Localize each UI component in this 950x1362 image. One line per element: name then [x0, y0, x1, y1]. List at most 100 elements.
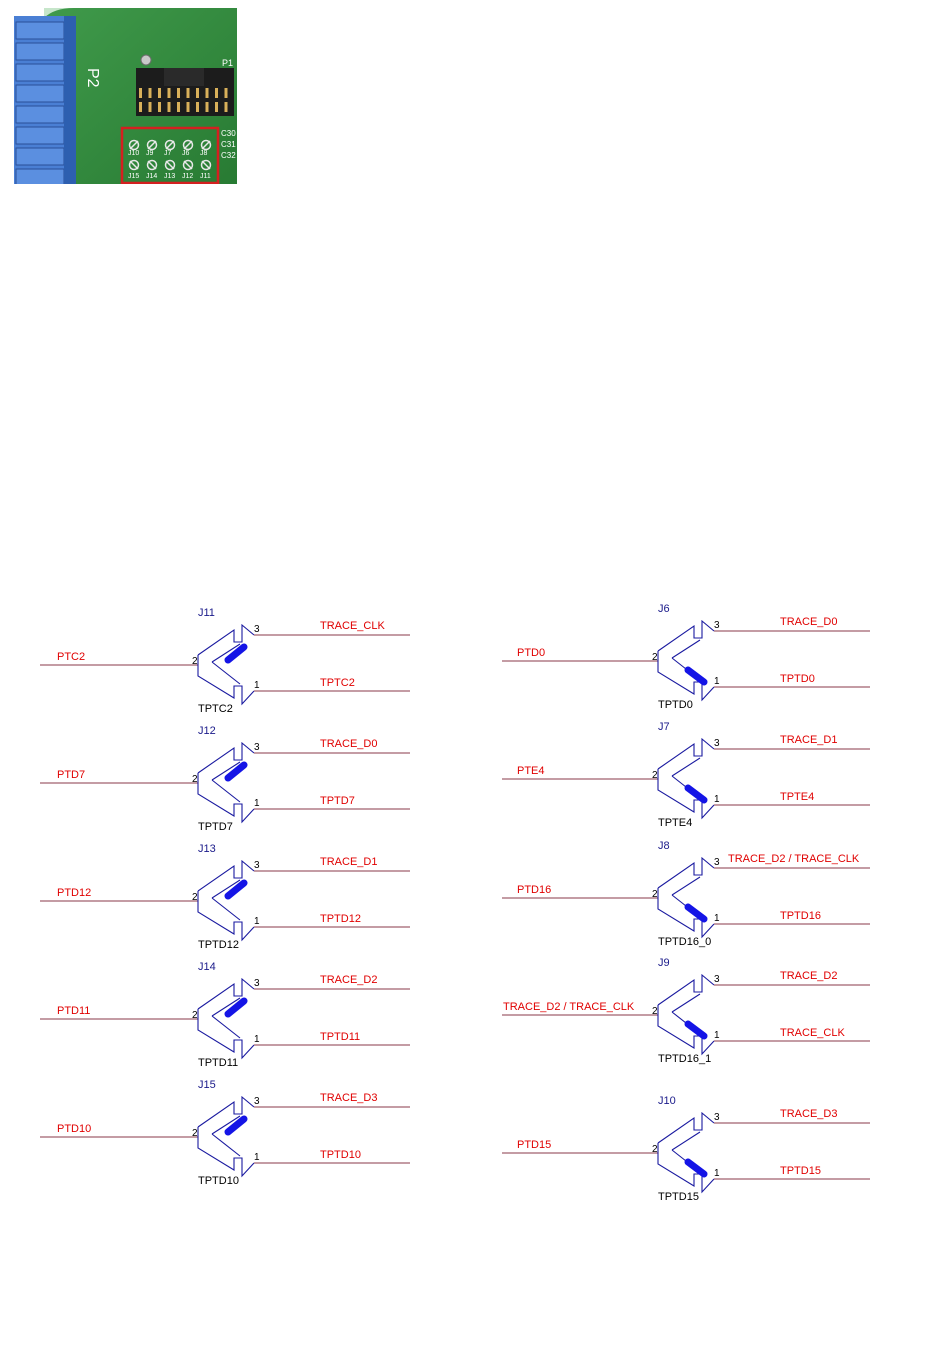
part-value: TPTD10 [198, 1175, 239, 1187]
pin-number: 1 [254, 916, 260, 927]
pin-number: 2 [652, 652, 658, 663]
net-label: PTD0 [517, 647, 545, 659]
shunt [224, 1115, 248, 1136]
cap-label: C32 [221, 151, 236, 160]
pin-number: 2 [192, 892, 198, 903]
jumper-symbol [657, 856, 715, 939]
pin-number: 2 [652, 770, 658, 781]
jumper-header [128, 159, 140, 171]
net-label: TRACE_D2 / TRACE_CLK [728, 853, 860, 865]
jumper-symbol [197, 623, 255, 706]
jumper-label: J7 [164, 150, 172, 157]
part-value: TPTE4 [658, 817, 692, 829]
net-label: PTC2 [57, 651, 85, 663]
jumper-label: J15 [128, 173, 139, 180]
net-label: TRACE_D1 [320, 856, 377, 868]
pin-number: 1 [714, 913, 720, 924]
pin-number: 1 [714, 676, 720, 687]
jumper-label: J11 [200, 173, 211, 180]
net-label: TPTE4 [780, 791, 814, 803]
jumper-j15: 2 3 1 J15 TPTD10 PTD10 TRACE_D3 TPTD10 [40, 1079, 410, 1187]
net-label: PTD11 [57, 1005, 90, 1017]
jumper-symbol [197, 859, 255, 942]
pin-number: 2 [652, 889, 658, 900]
jumper-j10: 2 3 1 J10 TPTD15 PTD15 TRACE_D3 TPTD15 [502, 1095, 870, 1203]
net-label: TRACE_D3 [320, 1092, 377, 1104]
net-label: PTD7 [57, 769, 85, 781]
header-p1 [136, 68, 234, 116]
pin-number: 1 [254, 680, 260, 691]
pin-number: 3 [254, 742, 260, 753]
pin-number: 2 [192, 774, 198, 785]
part-value: TPTC2 [198, 703, 233, 715]
pin-number: 3 [714, 974, 720, 985]
header-p1-label: P1 [222, 58, 233, 68]
jumper-header [200, 159, 212, 171]
jumper-header [182, 139, 194, 151]
part-value: TPTD16_0 [658, 936, 711, 948]
jumper-symbol [657, 973, 715, 1056]
pin-number: 2 [192, 1010, 198, 1021]
shunt [224, 643, 248, 664]
net-label: TRACE_CLK [320, 620, 385, 632]
shunt [684, 784, 708, 804]
jumper-header [200, 139, 212, 151]
cap-label: C30 [221, 129, 236, 138]
schematic-drawing: 2 3 1 J11 TPTC2 PTC2 TRACE_CLK TPTC2 2 3 1 J12 TPTD7… [40, 603, 870, 1203]
pin-number: 2 [652, 1144, 658, 1155]
jumper-label: J12 [182, 173, 193, 180]
jumper-label: J8 [200, 150, 208, 157]
net-label: PTD16 [517, 884, 551, 896]
jumper-header [164, 139, 176, 151]
ref-designator: J13 [198, 843, 216, 855]
pin-number: 2 [652, 1006, 658, 1017]
pin-number: 3 [254, 624, 260, 635]
net-label: TPTD15 [780, 1165, 821, 1177]
jumper-header [164, 159, 176, 171]
jumper-j11: 2 3 1 J11 TPTC2 PTC2 TRACE_CLK TPTC2 [40, 607, 410, 715]
part-value: TPTD15 [658, 1191, 699, 1203]
pin-number: 3 [714, 738, 720, 749]
pin-number: 2 [192, 656, 198, 667]
jumper-j8: 2 3 1 J8 TPTD16_0 PTD16 TRACE_D2 / TRACE_CLK TP… [502, 840, 870, 948]
jumper-symbol [197, 977, 255, 1060]
jumper-header [182, 159, 194, 171]
pin-number: 1 [254, 1152, 260, 1163]
pin-number: 1 [714, 1030, 720, 1041]
ref-designator: J12 [198, 725, 216, 737]
jumper-j12: 2 3 1 J12 TPTD7 PTD7 TRACE_D0 TPTD7 [40, 725, 410, 833]
shunt [684, 1020, 708, 1040]
net-label: TPTD12 [320, 913, 361, 925]
net-label: TPTC2 [320, 677, 355, 689]
jumper-symbol [197, 741, 255, 824]
ref-designator: J11 [198, 607, 215, 619]
jumper-symbol [657, 737, 715, 820]
highlight-box [120, 126, 220, 184]
pin-number: 3 [714, 620, 720, 631]
ref-designator: J9 [658, 957, 670, 969]
ref-designator: J15 [198, 1079, 216, 1091]
jumper-j7: 2 3 1 J7 TPTE4 PTE4 TRACE_D1 TPTE4 [502, 721, 870, 829]
jumper-header [128, 139, 140, 151]
net-label: PTD15 [517, 1139, 551, 1151]
pin-number: 3 [254, 978, 260, 989]
shunt [224, 879, 248, 900]
pin-number: 3 [254, 1096, 260, 1107]
jumper-header [146, 159, 158, 171]
shunt [684, 903, 708, 923]
part-value: TPTD11 [198, 1057, 238, 1069]
jumper-j14: 2 3 1 J14 TPTD11 PTD11 TRACE_D2 TPTD11 [40, 961, 410, 1069]
jumper-label: J14 [146, 173, 157, 180]
net-label: TRACE_D0 [320, 738, 377, 750]
net-label: TRACE_D2 [320, 974, 377, 986]
jumper-j13: 2 3 1 J13 TPTD12 PTD12 TRACE_D1 TPTD12 [40, 843, 410, 951]
net-label: TRACE_D2 / TRACE_CLK [503, 1001, 635, 1013]
jumper-label: J13 [164, 173, 175, 180]
shunt [684, 1158, 708, 1178]
net-label: TPTD16 [780, 910, 821, 922]
pin-number: 2 [192, 1128, 198, 1139]
net-label: TRACE_D3 [780, 1108, 837, 1120]
net-label: TPTD10 [320, 1149, 361, 1161]
